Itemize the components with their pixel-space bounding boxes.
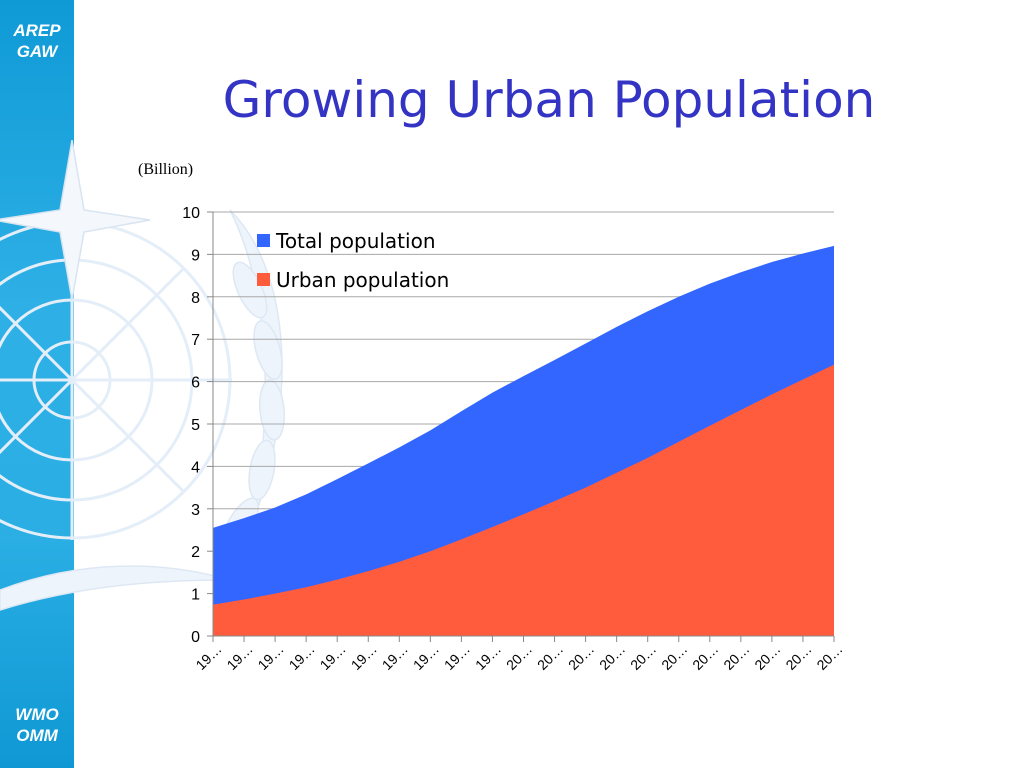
y-tick-label-5: 5 [191,417,200,434]
y-tick-label-7: 7 [191,332,200,349]
x-tick-labels: 19…19…19…19…19…19…19…19…19…19…20…20…20…2… [192,636,846,673]
legend: Total population Urban population [257,229,449,292]
y-tick-label-3: 3 [191,502,200,519]
x-tick-label-14: 20… [627,641,659,673]
y-unit-label: (Billion) [138,161,194,178]
legend-label-urban: Urban population [276,268,449,292]
x-tick-label-18: 20… [751,641,783,673]
wmo-omm-logo: WMO OMM [0,704,74,746]
legend-swatch-urban [257,273,270,286]
x-tick-label-13: 20… [596,641,628,673]
x-tick-label-12: 20… [565,641,597,673]
y-tick-label-10: 10 [182,205,200,222]
x-tick-label-6: 19… [379,641,411,673]
logo-line-wmo: WMO [15,705,59,724]
y-tick-labels: 0 1 2 3 4 5 6 7 8 9 10 [182,205,213,646]
x-tick-label-15: 20… [658,641,690,673]
y-tick-label-2: 2 [191,544,200,561]
x-tick-label-16: 20… [689,641,721,673]
arep-gaw-logo: AREP GAW [0,20,74,62]
legend-item-urban: Urban population [257,268,449,292]
x-tick-label-9: 19… [472,641,504,673]
slide-title: Growing Urban Population [222,71,876,129]
y-tick-label-1: 1 [191,587,200,604]
x-tick-label-10: 20… [503,641,535,673]
wmo-emblem-watermark [0,140,285,611]
x-tick-label-19: 20… [782,641,814,673]
logo-line-omm: OMM [16,726,58,745]
legend-swatch-total [257,234,270,247]
legend-item-total: Total population [257,229,436,253]
y-tick-label-9: 9 [191,247,200,264]
x-tick-label-2: 19… [254,641,286,673]
x-tick-label-3: 19… [286,641,318,673]
logo-line-arep: AREP [13,21,61,40]
x-tick-label-11: 20… [534,641,566,673]
x-tick-label-4: 19… [317,641,349,673]
urban-population-area [213,364,834,636]
legend-label-total: Total population [275,229,436,253]
x-tick-label-17: 20… [720,641,752,673]
x-tick-label-20: 20… [813,641,845,673]
x-tick-label-7: 19… [410,641,442,673]
y-tick-label-6: 6 [191,375,200,392]
y-tick-label-8: 8 [191,290,200,307]
x-tick-label-5: 19… [348,641,380,673]
sidebar-band: AREP GAW WMO OMM [0,0,74,768]
y-tick-label-0: 0 [191,629,200,646]
area-layer [213,245,834,637]
y-tick-label-4: 4 [191,459,200,476]
x-tick-label-1: 19… [223,641,255,673]
x-tick-label-8: 19… [441,641,473,673]
logo-line-gaw: GAW [16,42,58,61]
